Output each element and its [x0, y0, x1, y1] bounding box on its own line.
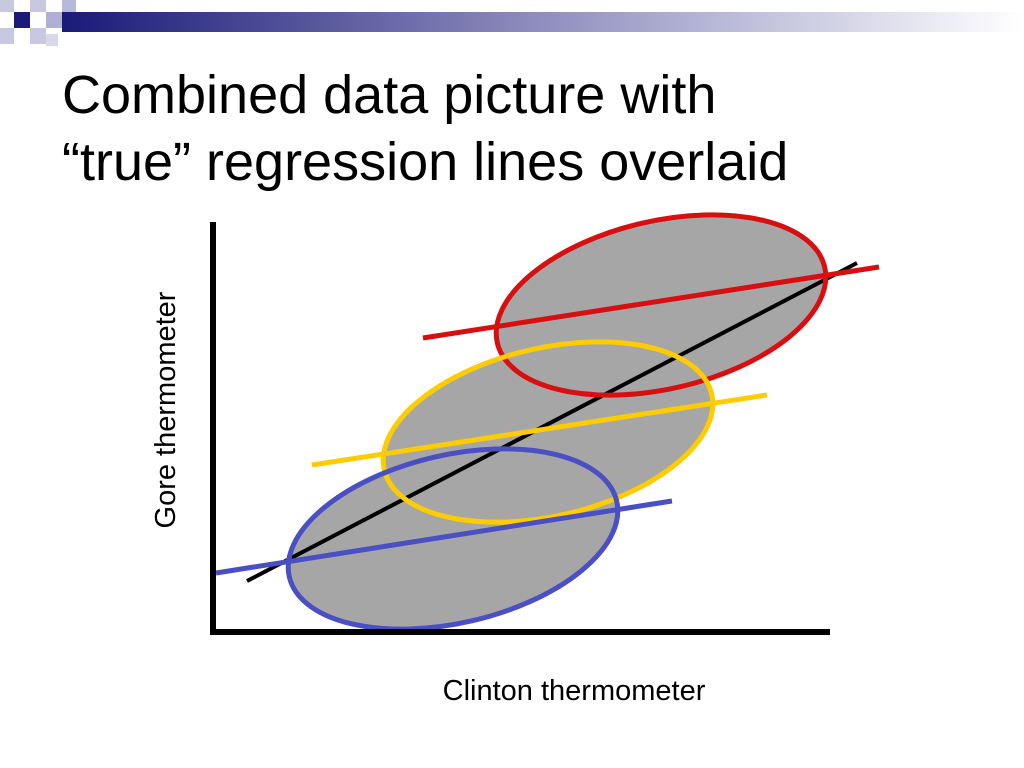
header-square-light [30, 0, 46, 12]
header-square-mid [46, 12, 62, 28]
slide-title: Combined data picture with “true” regres… [62, 62, 1002, 196]
group-high-regression-line [422, 264, 880, 341]
header-square-light [30, 28, 46, 44]
group-mid-outline [380, 339, 716, 525]
slide-title-line-1: Combined data picture with [62, 65, 717, 125]
group-low-regression-line [215, 498, 673, 576]
group-high [422, 212, 880, 398]
header-square-mid [62, 0, 76, 12]
cloud-low-group [288, 448, 618, 630]
group-mid [311, 339, 768, 525]
header-square-light [0, 28, 14, 44]
group-mid-regression-line [311, 392, 768, 468]
header-square-light [0, 0, 14, 12]
axes [210, 222, 830, 635]
group-high-outline [493, 212, 829, 398]
overall-regression-line [246, 261, 858, 583]
group-low-outline [285, 446, 621, 632]
data-clouds [288, 214, 826, 630]
header-decoration [0, 0, 1024, 46]
header-square-light [46, 34, 58, 46]
header-square-navy [14, 12, 30, 28]
y-axis-label: Gore thermometer [150, 291, 182, 528]
group-low [215, 446, 673, 632]
header-gradient-bar [62, 12, 1024, 32]
x-axis-label: Clinton thermometer [443, 675, 706, 707]
slide-title-line-2: “true” regression lines overlaid [62, 132, 789, 192]
